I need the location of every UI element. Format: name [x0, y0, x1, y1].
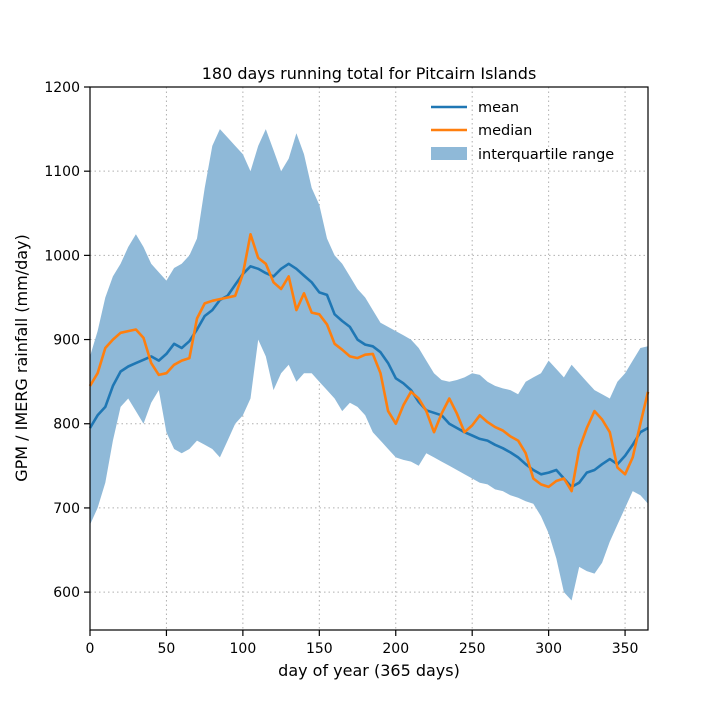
iqr-band-layer	[90, 129, 648, 601]
y-axis-ticks: 600 700 800 900 1000 1100 1200	[44, 80, 90, 601]
y-tick-label: 600	[53, 585, 80, 601]
series-lines-layer	[88, 233, 650, 493]
x-axis-label: day of year (365 days)	[278, 661, 460, 680]
legend-mean-label: mean	[478, 100, 519, 116]
x-tick-label: 350	[612, 641, 639, 657]
legend: mean median interquartile range	[431, 100, 614, 163]
y-tick-label: 700	[53, 501, 80, 517]
x-tick-label: 300	[535, 641, 562, 657]
iqr-band	[90, 129, 648, 601]
x-axis-ticks: 0 50 100 150 200 250 300 350	[86, 630, 639, 657]
y-tick-label: 800	[53, 417, 80, 433]
mean-line	[88, 262, 649, 489]
x-tick-label: 250	[459, 641, 486, 657]
x-tick-label: 50	[158, 641, 176, 657]
median-line	[88, 233, 650, 493]
y-tick-label: 1100	[44, 164, 80, 180]
y-tick-label: 1000	[44, 248, 80, 264]
y-tick-label: 1200	[44, 80, 80, 96]
legend-iqr-swatch	[431, 147, 467, 160]
x-tick-label: 200	[382, 641, 409, 657]
x-tick-label: 100	[230, 641, 257, 657]
plot-frame	[89, 86, 649, 631]
x-tick-label: 0	[86, 641, 95, 657]
legend-iqr-label: interquartile range	[478, 147, 614, 163]
y-tick-label: 900	[53, 333, 80, 349]
chart-title: 180 days running total for Pitcairn Isla…	[202, 64, 537, 83]
y-axis-label: GPM / IMERG rainfall (mm/day)	[12, 234, 31, 482]
x-tick-label: 150	[306, 641, 333, 657]
legend-median-label: median	[478, 123, 532, 139]
